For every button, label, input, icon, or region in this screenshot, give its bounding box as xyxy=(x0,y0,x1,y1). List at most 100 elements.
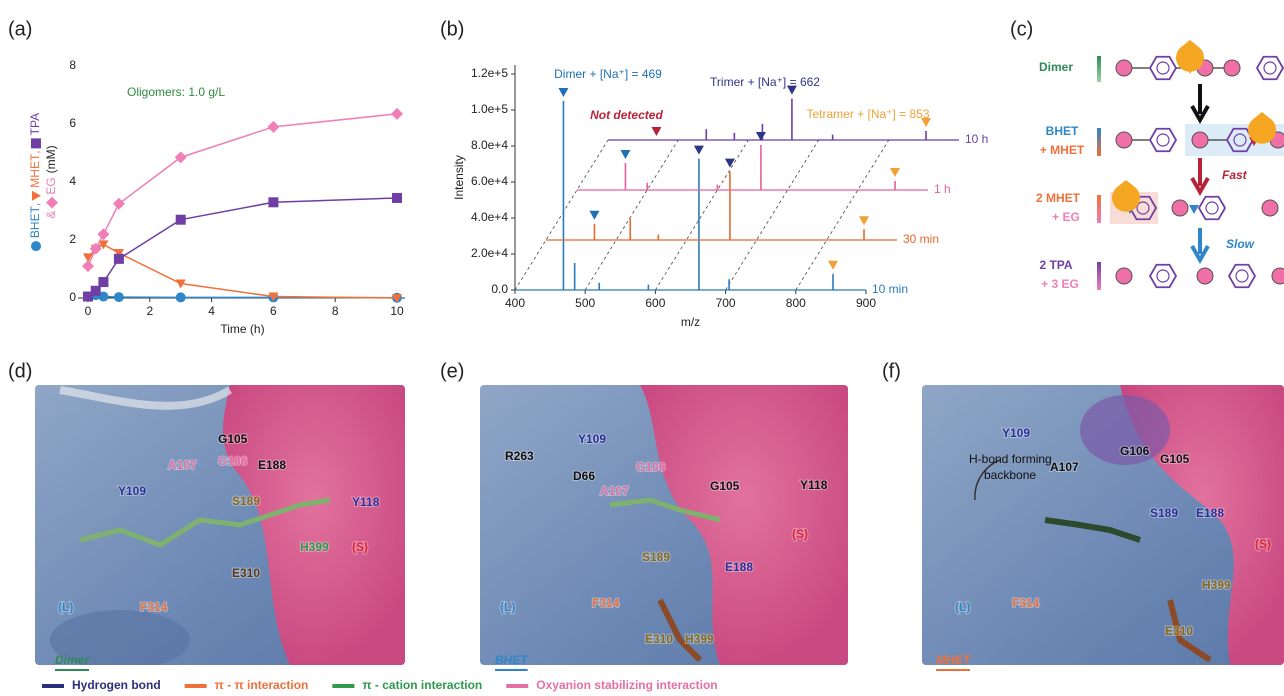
marker xyxy=(176,215,186,225)
residue-label: F314 xyxy=(592,596,620,610)
residue-label: D66 xyxy=(573,469,595,483)
y-tick-label: 0 xyxy=(69,290,76,304)
y-tick-label: 6.0e+4 xyxy=(471,174,508,188)
scheme-label: + 3 EG xyxy=(1041,277,1079,291)
panel-label: (e) xyxy=(440,360,464,382)
complex-name: BHET xyxy=(495,653,529,667)
trace-label: 1 h xyxy=(934,182,951,196)
color-bar xyxy=(1097,195,1101,223)
residue-label: Y109 xyxy=(578,432,606,446)
peak-marker xyxy=(828,261,838,270)
species-label: Trimer + [Na⁺] = 662 xyxy=(710,75,820,89)
arrow xyxy=(1192,228,1208,260)
marker xyxy=(91,286,101,296)
residue-label: (L) xyxy=(955,600,970,614)
legend-marker xyxy=(31,241,41,251)
y-tick-label: 2.0e+4 xyxy=(471,246,508,260)
residue-label: E188 xyxy=(725,560,753,574)
y-label-separator: & xyxy=(44,211,58,219)
guide-line xyxy=(796,140,889,290)
ester-ball xyxy=(1224,60,1240,76)
marker xyxy=(267,121,279,133)
ring-inner xyxy=(1157,270,1169,282)
residue-label: S189 xyxy=(1150,506,1178,520)
marker xyxy=(268,197,278,207)
marker xyxy=(82,260,94,272)
x-tick-label: 4 xyxy=(208,304,215,318)
residue-label: G106 xyxy=(1120,444,1150,458)
x-tick-label: 700 xyxy=(716,296,736,310)
legend-label: π - cation interaction xyxy=(362,678,482,692)
series-line xyxy=(88,198,397,297)
marker xyxy=(113,198,125,210)
y-tick-label: 8 xyxy=(69,58,76,72)
structure-view xyxy=(35,385,405,670)
y-tick-label: 6 xyxy=(69,116,76,130)
ester-ball xyxy=(1116,268,1132,284)
molecules xyxy=(1110,40,1284,287)
legend-marker xyxy=(32,191,41,201)
residue-label: G106 xyxy=(636,460,666,474)
residue-label: (S) xyxy=(792,527,808,541)
panel-label: (c) xyxy=(1010,18,1033,40)
residue-label: S189 xyxy=(642,550,670,564)
enzyme xyxy=(1176,40,1204,72)
residue-label: E310 xyxy=(232,566,260,580)
series-line xyxy=(88,114,397,266)
marker xyxy=(391,108,403,120)
marker xyxy=(175,151,187,163)
marker xyxy=(176,292,186,302)
residue-label: (S) xyxy=(1255,537,1271,551)
x-tick-label: 8 xyxy=(332,304,339,318)
ester-ball xyxy=(1192,132,1208,148)
marker xyxy=(114,292,124,302)
y-tick-label: 8.0e+4 xyxy=(471,138,508,152)
scheme-label: BHET xyxy=(1046,124,1079,138)
peak-marker xyxy=(620,150,630,159)
y-axis-label: BHET, MHET, TPA& EG(mM) xyxy=(28,113,58,251)
y-tick-label: 1.2e+5 xyxy=(471,66,508,80)
marker xyxy=(98,277,108,287)
enzyme xyxy=(1248,112,1276,144)
x-tick-label: 800 xyxy=(786,296,806,310)
scheme-label: + EG xyxy=(1052,210,1080,224)
color-bar xyxy=(1097,262,1101,290)
y-axis-label: Intensity xyxy=(452,155,466,200)
y-label-separator: , xyxy=(28,203,42,206)
legend-label: Oxyanion stabilizing interaction xyxy=(536,678,717,692)
ester-ball xyxy=(1116,132,1132,148)
residue-label: S189 xyxy=(232,494,260,508)
panel-label: (d) xyxy=(8,360,32,382)
scheme: Dimer BHET + MHET 2 MHET + EG 2 TPA + 3 … xyxy=(1036,40,1284,291)
ring-inner xyxy=(1157,62,1169,74)
residue-label: H399 xyxy=(1202,578,1231,592)
panel-label: (f) xyxy=(882,360,901,382)
color-bar xyxy=(1097,56,1101,82)
peak-marker xyxy=(694,146,704,155)
scheme-label: Dimer xyxy=(1039,60,1073,74)
y-label-line: & EG(mM) xyxy=(44,145,58,218)
panel-label: (a) xyxy=(8,18,32,40)
trace-label: 30 min xyxy=(903,232,939,246)
species-label: Tetramer + [Na⁺] = 853 xyxy=(806,107,929,121)
peak-marker xyxy=(787,86,797,95)
y-tick-label: 2 xyxy=(69,232,76,246)
series-line xyxy=(88,244,397,298)
peak-marker xyxy=(558,88,568,97)
ester-ball xyxy=(1197,268,1213,284)
complex-name: Dimer xyxy=(55,653,90,667)
guide-line xyxy=(655,140,748,290)
y-tick-label: 4 xyxy=(69,174,76,188)
residue-label: E310 xyxy=(1165,624,1193,638)
ring xyxy=(1150,57,1176,80)
ring xyxy=(1199,197,1225,220)
residue-label: E188 xyxy=(258,458,286,472)
enzyme xyxy=(1112,180,1140,212)
legend-label: π - π interaction xyxy=(215,678,309,692)
figure: (a) (b) (c) (d) (e) (f) Dimer BHET + MHE… xyxy=(0,0,1284,696)
residue-label: backbone xyxy=(984,468,1036,482)
residue-label: Y118 xyxy=(352,495,380,509)
residue-label: (S) xyxy=(352,540,368,554)
residue-label: A107 xyxy=(600,484,629,498)
